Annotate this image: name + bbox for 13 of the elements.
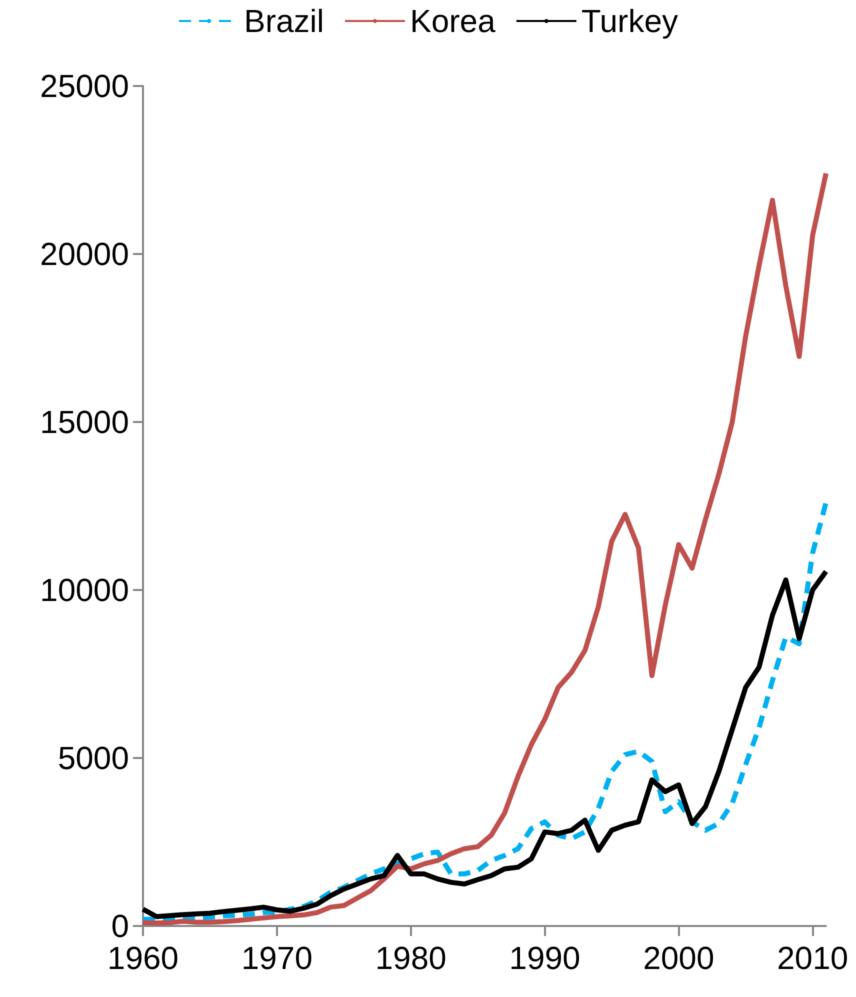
legend-label: Brazil	[244, 3, 324, 39]
legend-label: Korea	[410, 3, 496, 39]
x-tick-label: 1990	[509, 940, 580, 976]
y-tick-label: 5000	[58, 740, 129, 776]
x-tick-label: 1980	[375, 940, 446, 976]
y-tick-label: 15000	[40, 404, 129, 440]
y-tick-label: 20000	[40, 236, 129, 272]
x-tick-label: 2000	[643, 940, 714, 976]
x-tick-label: 2010	[777, 940, 848, 976]
y-tick-label: 25000	[40, 68, 129, 104]
y-tick-label: 10000	[40, 572, 129, 608]
x-tick-label: 1970	[241, 940, 313, 976]
legend-label: Turkey	[581, 3, 678, 39]
